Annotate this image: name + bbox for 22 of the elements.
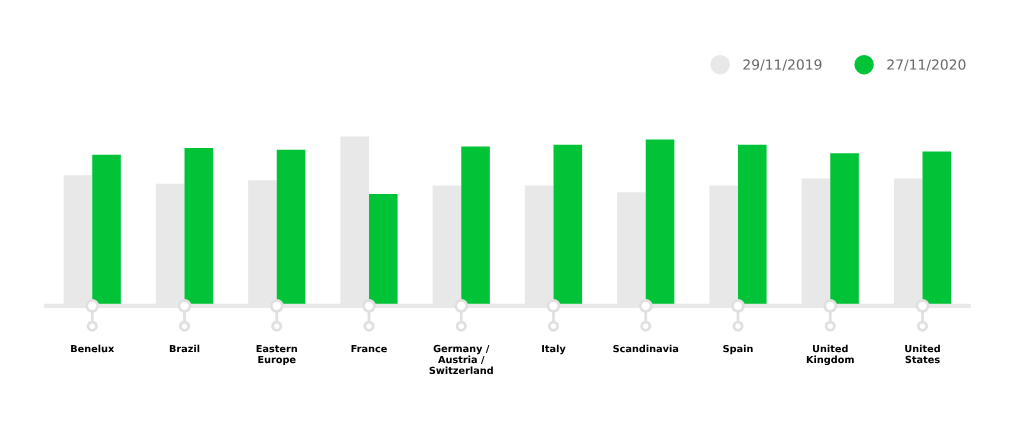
x-tick-label: Italy: [542, 344, 566, 355]
x-tick-label: United Kingdom: [806, 344, 854, 366]
bar: [553, 144, 583, 306]
bar: [738, 144, 767, 306]
x-tick-label: United States: [905, 344, 940, 364]
bar: [92, 154, 121, 306]
x-tick-label: Scandinavia: [613, 344, 679, 353]
x-tick-label: Germany / Austria / Switzerland: [429, 344, 493, 375]
bar: [369, 193, 398, 306]
bar: [276, 149, 306, 306]
x-tick-label: Eastern Europe: [256, 345, 297, 366]
bar: [830, 153, 859, 306]
x-tick-label: Spain: [723, 344, 753, 355]
bar: [922, 151, 952, 306]
x-tick-label: France: [351, 345, 387, 353]
x-tick-label: Benelux: [71, 344, 115, 353]
bar: [645, 139, 675, 306]
legend-label: 29/11/2019: [743, 59, 822, 71]
x-tick-label: Brazil: [169, 344, 200, 353]
bar: [184, 148, 214, 306]
legend-label: 27/11/2020: [887, 59, 966, 71]
bar: [461, 146, 490, 306]
